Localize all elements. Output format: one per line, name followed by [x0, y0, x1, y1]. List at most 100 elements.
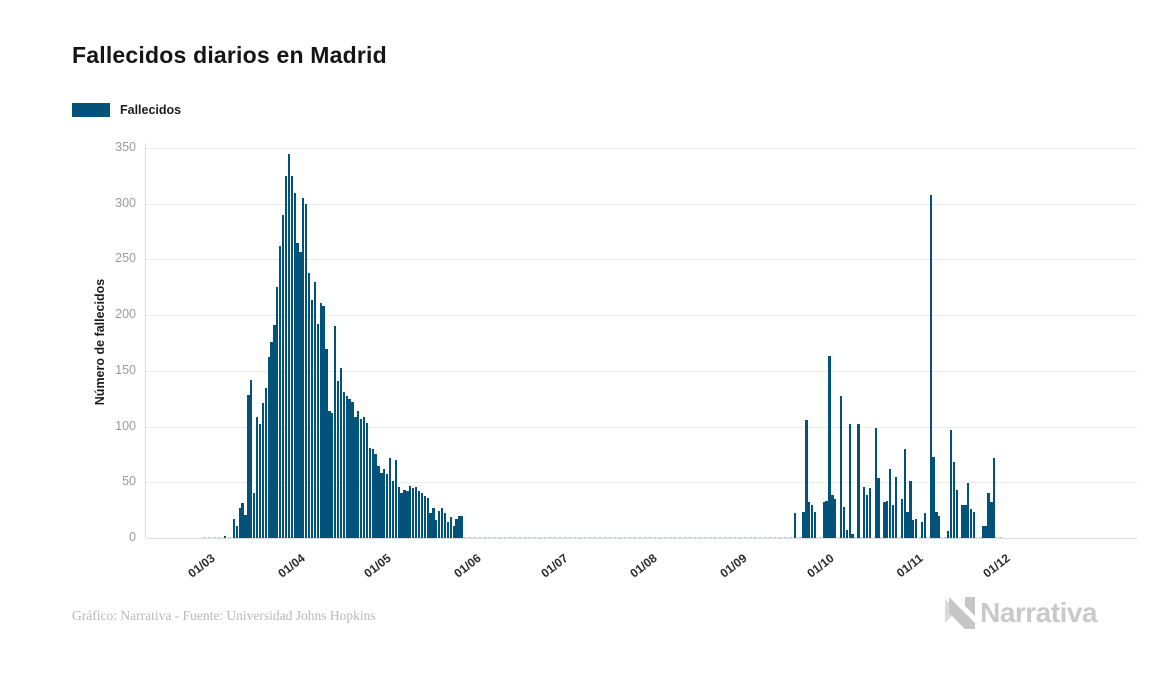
- bar: [906, 512, 909, 538]
- x-axis-line: [146, 538, 1137, 539]
- bar: [900, 499, 903, 538]
- legend-swatch: [72, 103, 110, 117]
- y-tick-label: 0: [129, 530, 136, 544]
- bar: [273, 325, 276, 538]
- legend: Fallecidos: [72, 103, 181, 117]
- bar: [406, 491, 409, 538]
- narrativa-logo-text: Narrativa: [980, 597, 1097, 628]
- bar: [984, 525, 987, 538]
- y-tick-label: 300: [115, 195, 136, 210]
- gridline: [146, 426, 1137, 428]
- bar: [848, 424, 851, 538]
- x-tick-label: 01/03: [185, 551, 218, 581]
- x-tick-label: 01/08: [627, 551, 660, 581]
- bar: [969, 509, 973, 538]
- bar: [851, 533, 854, 538]
- x-tick-label: 01/07: [538, 551, 571, 581]
- bar: [825, 501, 828, 538]
- bar: [845, 530, 848, 538]
- bar: [805, 419, 808, 538]
- bar: [438, 511, 441, 538]
- bar: [267, 357, 270, 538]
- bar: [891, 504, 895, 538]
- bar: [443, 513, 447, 538]
- x-tick-label: 01/05: [361, 551, 394, 581]
- bar: [429, 513, 432, 538]
- bar: [432, 507, 435, 538]
- bar: [932, 456, 935, 538]
- x-tick-label: 01/11: [894, 551, 926, 581]
- bar: [365, 423, 369, 538]
- bar: [923, 513, 927, 538]
- bar: [319, 302, 322, 538]
- bar: [322, 306, 325, 538]
- bar: [409, 485, 412, 538]
- bar: [241, 503, 244, 538]
- bar: [426, 497, 429, 538]
- bar: [276, 287, 279, 538]
- gridline: [146, 259, 1137, 261]
- bar: [435, 520, 438, 538]
- zero-value-line: [203, 537, 1002, 538]
- x-tick-label: 01/04: [274, 551, 308, 581]
- bar: [281, 214, 285, 538]
- bar: [877, 477, 880, 538]
- x-tick-label: 01/09: [717, 551, 750, 581]
- bar: [383, 468, 386, 538]
- legend-label: Fallecidos: [120, 103, 182, 117]
- bar: [808, 502, 811, 538]
- bar: [813, 512, 817, 538]
- bar: [336, 380, 340, 538]
- y-tick-label: 250: [115, 251, 136, 266]
- bar: [920, 522, 924, 538]
- bar: [912, 520, 915, 538]
- bar: [831, 494, 834, 538]
- bar: [964, 504, 967, 538]
- bar: [822, 502, 825, 538]
- bar: [938, 515, 941, 538]
- bar: [449, 516, 452, 538]
- bar: [386, 474, 389, 538]
- bar: [313, 281, 317, 538]
- bar: [972, 512, 976, 538]
- bar: [351, 402, 354, 538]
- bar: [440, 507, 444, 538]
- bar: [238, 507, 241, 538]
- bar: [380, 473, 383, 538]
- narrativa-logo: Narrativa: [944, 596, 1097, 630]
- y-tick-label: 150: [115, 362, 136, 377]
- bar: [377, 465, 380, 538]
- bar: [461, 515, 464, 538]
- bar: [874, 427, 877, 538]
- bar: [981, 525, 984, 538]
- bar: [296, 242, 299, 538]
- bar: [253, 493, 256, 538]
- bar: [360, 418, 363, 538]
- bar: [368, 447, 371, 538]
- x-tick-label: 01/10: [803, 551, 837, 581]
- bar: [863, 486, 866, 538]
- bar: [417, 491, 421, 538]
- x-tick-label: 01/06: [451, 551, 484, 581]
- bar: [894, 476, 898, 538]
- bar: [264, 387, 267, 538]
- bar: [362, 416, 366, 538]
- bar: [255, 416, 259, 538]
- page-title: Fallecidos diarios en Madrid: [72, 42, 387, 68]
- gridline: [146, 148, 1137, 149]
- bar: [261, 403, 264, 538]
- gridline: [146, 315, 1137, 317]
- y-tick-label: 200: [115, 307, 136, 322]
- bar: [394, 460, 397, 538]
- bar: [302, 198, 305, 538]
- bar: [307, 272, 311, 538]
- bar: [420, 493, 423, 538]
- y-tick-label: 100: [115, 418, 136, 433]
- bar: [452, 525, 455, 538]
- bar: [403, 490, 406, 538]
- bar: [929, 194, 932, 538]
- bar: [423, 495, 426, 538]
- bar: [316, 324, 319, 538]
- bar: [455, 519, 458, 538]
- bar: [290, 175, 293, 538]
